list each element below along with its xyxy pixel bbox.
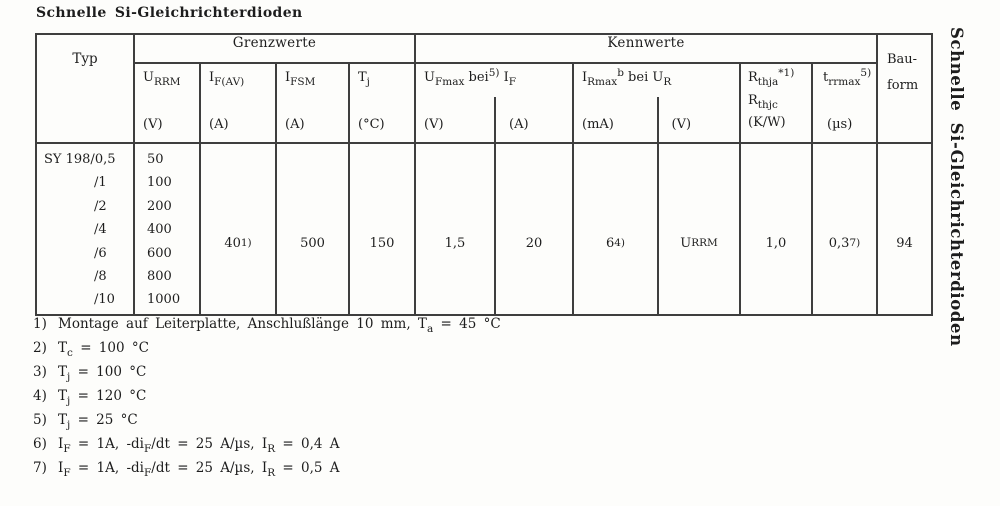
footnote-6: 6) IF = 1A, -diF/dt = 25 A/µs, IR = 0,4 …	[33, 436, 340, 455]
footnote-list: 1) Montage auf Leiterplatte, Anschlußlän…	[33, 316, 501, 484]
ifsm-value: 500	[300, 235, 325, 251]
urrm-unit: (V)	[143, 117, 163, 132]
bauform-value-cell: 94	[876, 142, 933, 316]
tj-value-cell: 150	[348, 142, 416, 316]
col-header-trr: trrmax5) (µs)	[811, 62, 878, 144]
type-item: /2	[94, 198, 107, 214]
urrm-value: 50	[147, 152, 164, 167]
type-list-cell: SY 198/0,5 /1 /2 /4 /6 /8 /10	[35, 142, 135, 316]
irmax-symbol: IRmaxb bei UR	[582, 67, 672, 88]
ifav-value: 40 1)	[224, 235, 252, 251]
col-header-ifsm: IFSM (A)	[275, 62, 350, 144]
if-value: 20	[525, 235, 543, 251]
trr-value-cell: 0,3 7)	[811, 142, 878, 316]
irmax-unit-v: (V)	[671, 117, 692, 132]
urrm-value: 400	[147, 222, 172, 238]
urrm-value: 100	[147, 175, 172, 191]
col-header-typ: Typ	[35, 33, 135, 144]
footnote-4: 4) Tj = 120 °C	[33, 388, 147, 407]
col-header-irmax-ur: IRmaxb bei UR (mA) (V)	[572, 62, 741, 144]
type-item: /1	[94, 175, 107, 191]
sub-column-divider	[494, 97, 496, 142]
col-header-rth: Rthja*1) Rthjc (K/W)	[739, 62, 813, 144]
bauform-value: 94	[896, 235, 913, 251]
ufmax-value: 1,5	[444, 235, 466, 251]
group-header-kennwerte: Kennwerte	[414, 33, 878, 64]
col-header-tj: Tj (°C)	[348, 62, 416, 144]
col-header-bauform: Bau- form	[876, 33, 933, 144]
footnote-3: 3) Tj = 100 °C	[33, 364, 147, 383]
rthja-symbol: Rthja*1)	[748, 67, 795, 88]
if-value-cell: 20	[494, 142, 574, 316]
side-title-vertical: Schnelle Si-Gleichrichterdioden	[947, 27, 966, 347]
ifav-symbol: IF(AV)	[209, 70, 245, 88]
footnote-5: 5) Tj = 25 °C	[33, 412, 138, 431]
ur-value-cell: U RRM	[657, 142, 741, 316]
urrm-value: 800	[147, 269, 172, 285]
type-item: /6	[94, 245, 107, 261]
tj-unit: (°C)	[358, 117, 385, 132]
footnote-2: 2) Tc = 100 °C	[33, 340, 149, 359]
type-item: /4	[94, 222, 107, 238]
urrm-value: 200	[147, 198, 172, 214]
ur-value: U RRM	[680, 235, 718, 251]
ifsm-symbol: IFSM	[285, 70, 316, 88]
ifav-value-cell: 40 1)	[199, 142, 277, 316]
group-header-grenzwerte: Grenzwerte	[133, 33, 416, 64]
rth-unit: (K/W)	[748, 115, 786, 130]
rth-value: 1,0	[765, 235, 787, 251]
rthjc-symbol: Rthjc	[748, 92, 778, 111]
ufmax-unit-a: (A)	[509, 117, 529, 132]
page-title: Schnelle Si-Gleichrichterdioden	[36, 5, 303, 21]
footnote-7: 7) IF = 1A, -diF/dt = 25 A/µs, IR = 0,5 …	[33, 460, 340, 479]
ufmax-symbol: UFmax bei5) IF	[424, 67, 517, 88]
typ-label: Typ	[72, 51, 98, 67]
rth-value-cell: 1,0	[739, 142, 813, 316]
irmax-value: 6 4)	[605, 235, 626, 251]
type-item: /10	[94, 292, 115, 308]
footnote-1: 1) Montage auf Leiterplatte, Anschlußlän…	[33, 316, 501, 335]
ufmax-unit-v: (V)	[424, 117, 444, 132]
sub-column-divider	[656, 97, 659, 142]
ifsm-value-cell: 500	[275, 142, 350, 316]
urrm-symbol: URRM	[143, 70, 181, 88]
type-item: SY 198/0,5	[44, 152, 116, 167]
urrm-values-cell: 50 100 200 400 600 800 1000	[133, 142, 201, 316]
irmax-value-cell: 6 4)	[572, 142, 659, 316]
trrmax-symbol: trrmax5)	[823, 67, 872, 88]
ufmax-value-cell: 1,5	[414, 142, 496, 316]
col-header-ufmax-if: UFmax bei5) IF (V) (A)	[414, 62, 574, 144]
trr-value: 0,3 7)	[828, 235, 861, 251]
diode-spec-table: Typ Grenzwerte Kennwerte Bau- form URRM …	[35, 33, 933, 316]
urrm-value: 1000	[147, 292, 181, 308]
tj-symbol: Tj	[358, 70, 370, 88]
urrm-value: 600	[147, 245, 172, 261]
irmax-unit-ma: (mA)	[582, 117, 614, 132]
trr-unit: (µs)	[827, 117, 853, 132]
type-item: /8	[94, 269, 107, 285]
col-header-ifav: IF(AV) (A)	[199, 62, 277, 144]
bauform-label: Bau- form	[887, 52, 919, 93]
type-list: SY 198/0,5 /1 /2 /4 /6 /8 /10	[37, 144, 133, 312]
urrm-value-list: 50 100 200 400 600 800 1000	[135, 144, 199, 312]
ifav-unit: (A)	[209, 117, 229, 132]
ifsm-unit: (A)	[285, 117, 305, 132]
col-header-urrm: URRM (V)	[133, 62, 201, 144]
tj-value: 150	[369, 235, 395, 251]
